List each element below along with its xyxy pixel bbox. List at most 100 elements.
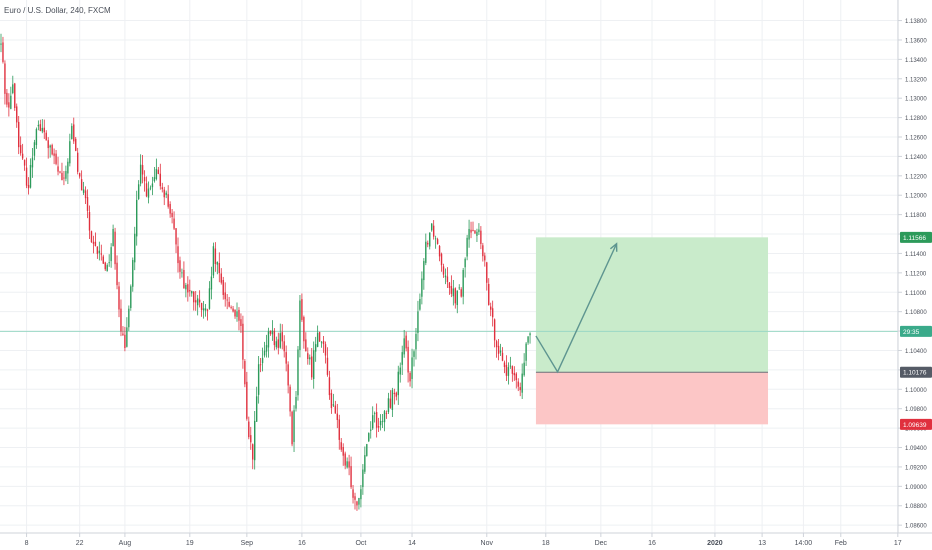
candle: [51, 143, 53, 156]
candle: [332, 393, 335, 408]
candle-body: [442, 266, 445, 275]
candle: [159, 163, 162, 190]
candle-body: [330, 393, 333, 408]
candle: [448, 282, 451, 295]
candle-body: [322, 340, 325, 345]
candle: [214, 242, 217, 272]
candle: [309, 354, 311, 365]
candle-body: [395, 392, 398, 397]
candle: [4, 60, 6, 105]
candle: [362, 464, 364, 495]
candle: [407, 340, 409, 383]
candle: [224, 282, 226, 307]
candle-body: [324, 344, 327, 356]
candle-body: [187, 284, 189, 293]
time-tick-label: 8: [25, 540, 29, 547]
candle: [368, 432, 370, 443]
price-tick-label: 1.11800: [905, 213, 927, 219]
candle: [114, 227, 116, 270]
candle: [434, 235, 437, 249]
candle-body: [21, 153, 24, 159]
candle-body: [31, 157, 34, 168]
candle: [250, 426, 252, 450]
candle: [328, 370, 331, 400]
candle: [417, 300, 419, 342]
candle-body: [350, 466, 352, 488]
candle: [354, 492, 356, 510]
candle: [340, 438, 342, 452]
candle: [23, 159, 26, 171]
candle: [474, 229, 476, 235]
time-tick-label: 19: [186, 540, 194, 547]
candle-body: [108, 262, 110, 264]
candle: [43, 119, 45, 139]
candle: [151, 176, 154, 196]
candle-body: [507, 367, 510, 376]
candle: [55, 150, 57, 166]
candle-body: [240, 319, 242, 326]
candle-body: [124, 334, 126, 348]
candle: [147, 181, 150, 204]
candle: [8, 93, 10, 117]
candle-body: [511, 366, 514, 374]
candle-body: [242, 323, 244, 360]
candle: [244, 359, 246, 388]
candle-body: [25, 167, 28, 186]
candle: [122, 326, 124, 336]
candle-body: [41, 127, 44, 132]
candle-body: [112, 228, 114, 247]
candle: [234, 309, 236, 319]
candle: [324, 341, 327, 364]
candle: [438, 244, 441, 262]
candle: [41, 119, 44, 134]
candle: [185, 282, 187, 298]
candle-body: [356, 501, 358, 506]
candle-body: [490, 306, 492, 310]
candle-body: [100, 253, 103, 255]
projected-path[interactable]: [535, 242, 618, 374]
candle: [120, 299, 122, 337]
candle: [346, 457, 348, 469]
stop-loss-zone[interactable]: [535, 372, 769, 425]
time-axis[interactable]: 8 22 Aug 19 Sep 16 Oct 14 Nov 18 Dec 16 2020 13 14:00 F…: [25, 533, 902, 547]
candle-body: [472, 229, 474, 232]
candle-body: [128, 308, 130, 328]
candle-body: [179, 260, 181, 272]
candle: [84, 186, 87, 205]
candle-body: [523, 362, 525, 376]
profit-zone[interactable]: [535, 237, 769, 373]
candle: [21, 143, 24, 160]
candle-body: [169, 204, 171, 214]
candle: [381, 414, 384, 428]
candle: [169, 201, 171, 218]
candle-body: [151, 183, 154, 188]
candle: [98, 241, 101, 261]
position-zones[interactable]: [535, 237, 769, 425]
candle: [322, 335, 325, 353]
candle-body: [61, 172, 63, 181]
candle-body: [110, 247, 112, 262]
candle-body: [53, 153, 55, 156]
candle: [521, 363, 523, 400]
candle-body: [92, 241, 95, 244]
candle-body: [77, 152, 79, 172]
candle-body: [193, 291, 195, 303]
candle: [399, 362, 401, 383]
candle-body: [305, 339, 307, 352]
projected-path-line[interactable]: [535, 243, 618, 374]
candle-body: [27, 184, 30, 189]
candle-body: [291, 411, 293, 445]
candle: [189, 279, 191, 297]
candle: [2, 36, 4, 64]
candle-body: [462, 269, 464, 297]
candle: [529, 332, 531, 344]
candle-body: [14, 83, 16, 108]
candle: [108, 254, 110, 267]
candle: [393, 388, 396, 405]
candle-body: [102, 256, 104, 264]
candle: [366, 443, 368, 457]
candle-body: [78, 173, 81, 177]
candle: [102, 254, 104, 264]
